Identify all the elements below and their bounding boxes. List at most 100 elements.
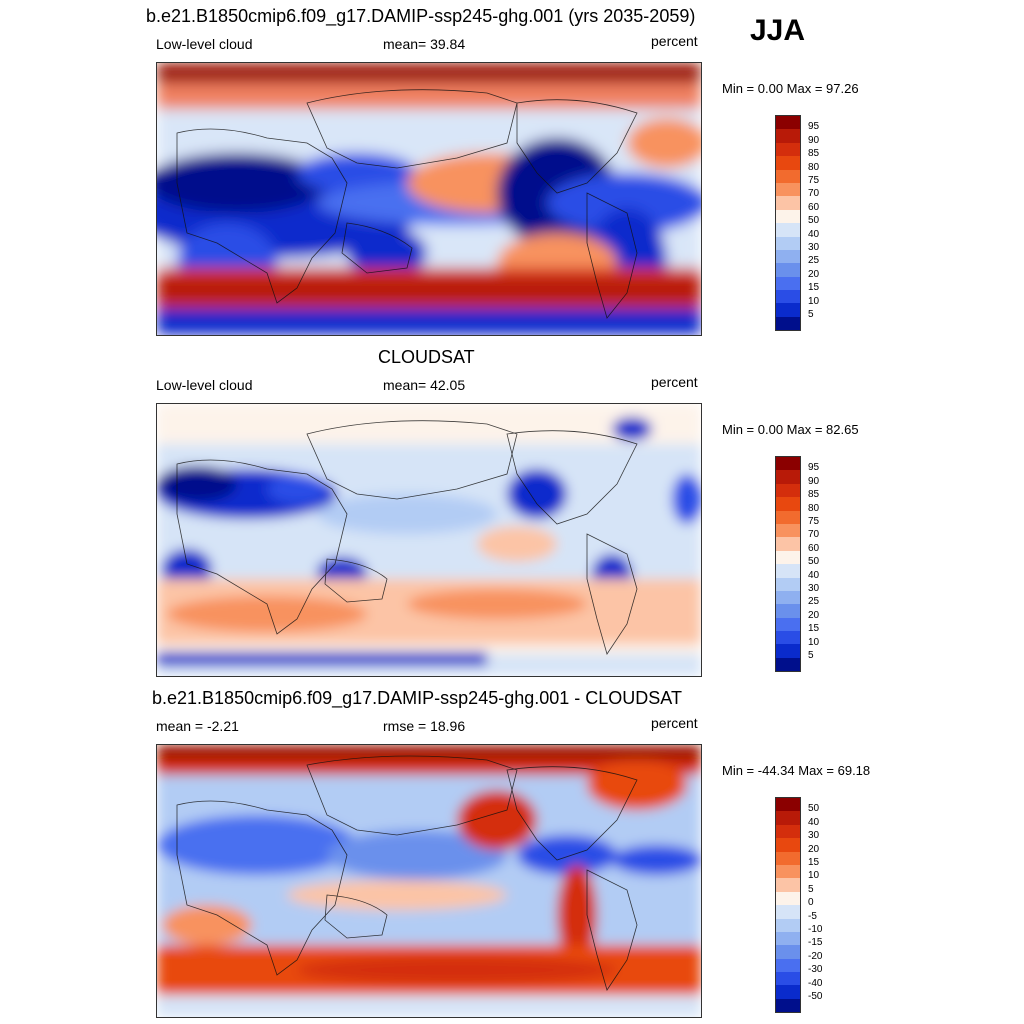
colorbar-label: 70 <box>808 529 820 541</box>
panel1-minmax: Min = 0.00 Max = 97.26 <box>722 81 859 96</box>
panel2-minmax: Min = 0.00 Max = 82.65 <box>722 422 859 437</box>
colorbar-label: 10 <box>808 870 820 882</box>
colorbar-segment <box>776 891 800 906</box>
colorbar-label: 30 <box>808 242 820 253</box>
panel2-variable-label: Low-level cloud <box>156 377 253 393</box>
colorbar-segment <box>776 457 800 471</box>
colorbar-segment <box>776 303 800 317</box>
season-label: JJA <box>750 14 806 47</box>
colorbar-label: 50 <box>808 803 820 815</box>
colorbar-label: 80 <box>808 502 820 514</box>
colorbar-label: 40 <box>808 569 820 581</box>
colorbar-segment <box>776 129 800 143</box>
colorbar-segment <box>776 249 800 264</box>
colorbar-label: 15 <box>808 282 820 294</box>
colorbar-segment <box>776 838 800 852</box>
colorbar-label: 80 <box>808 161 820 173</box>
colorbar-label: 20 <box>808 609 820 621</box>
colorbar-segment <box>776 998 800 1013</box>
colorbar-segment <box>776 263 800 277</box>
panel2-title: CLOUDSAT <box>378 347 475 367</box>
colorbar-label: 10 <box>808 636 820 648</box>
colorbar-segment <box>776 223 800 237</box>
colorbar-label: 40 <box>808 228 820 240</box>
colorbar-label: -5 <box>808 910 817 922</box>
colorbar-label: 75 <box>808 516 820 527</box>
colorbar-segment <box>776 824 800 839</box>
colorbar-label: 90 <box>808 134 820 146</box>
panel1-mean-label: mean= 39.84 <box>383 36 466 52</box>
colorbar-segment <box>776 470 800 484</box>
colorbar-segment <box>776 905 800 919</box>
colorbar-segment <box>776 276 800 291</box>
colorbar-segment <box>776 631 800 645</box>
colorbar-segment <box>776 931 800 946</box>
colorbar-label: 25 <box>808 596 820 608</box>
colorbar-segment <box>776 945 800 959</box>
panel2-mean-label: mean= 42.05 <box>383 377 466 393</box>
colorbar-label: 5 <box>808 309 814 320</box>
colorbar-segment <box>776 209 800 224</box>
colorbar-segment <box>776 523 800 538</box>
colorbar-label: 90 <box>808 475 820 487</box>
colorbar-segment <box>776 156 800 170</box>
panel3-units-label: percent <box>651 715 698 731</box>
colorbar-segment <box>776 497 800 511</box>
colorbar-label: 5 <box>808 883 814 895</box>
colorbar-label: 20 <box>808 268 820 280</box>
colorbar-segment <box>776 604 800 618</box>
colorbar-segment <box>776 116 800 130</box>
colorbar-segment <box>776 798 800 812</box>
colorbar-label: -50 <box>808 991 823 1002</box>
colorbar-segment <box>776 483 800 498</box>
colorbar-segment <box>776 958 800 973</box>
panel3-title: b.e21.B1850cmip6.f09_g17.DAMIP-ssp245-gh… <box>152 688 682 708</box>
colorbar-segment <box>776 316 800 331</box>
panel3-minmax: Min = -44.34 Max = 69.18 <box>722 763 871 778</box>
colorbar-segment <box>776 169 800 183</box>
colorbar-label: 0 <box>808 897 814 909</box>
colorbar-segment <box>776 972 800 986</box>
colorbar-label: -10 <box>808 924 823 935</box>
colorbar-label: 50 <box>808 556 820 568</box>
colorbar-label: 30 <box>808 830 820 842</box>
colorbar-segment <box>776 644 800 658</box>
colorbar-label: 70 <box>808 188 820 200</box>
colorbar-segment <box>776 657 800 672</box>
colorbar-segment <box>776 236 800 250</box>
colorbar-segment <box>776 617 800 632</box>
panel1-title: b.e21.B1850cmip6.f09_g17.DAMIP-ssp245-gh… <box>146 6 696 26</box>
colorbar-label: 30 <box>808 583 820 594</box>
panel3-mean-label: mean = -2.21 <box>156 718 239 734</box>
panel3-map <box>156 744 702 1018</box>
colorbar-label: -30 <box>808 964 823 976</box>
colorbar-segment <box>776 550 800 565</box>
colorbar-label: 60 <box>808 201 820 213</box>
colorbar-segment <box>776 290 800 304</box>
colorbar-label: -20 <box>808 950 823 962</box>
colorbar-segment <box>776 811 800 825</box>
colorbar-label: 75 <box>808 175 820 186</box>
colorbar-label: 10 <box>808 295 820 307</box>
panel2-map <box>156 403 702 677</box>
colorbar-segment <box>776 182 800 197</box>
colorbar-segment <box>776 985 800 999</box>
colorbar-segment <box>776 577 800 591</box>
colorbar-label: 25 <box>808 255 820 267</box>
colorbar-segment <box>776 142 800 157</box>
panel1-units-label: percent <box>651 33 698 49</box>
colorbar-segment <box>776 864 800 879</box>
colorbar-label: 15 <box>808 857 820 868</box>
colorbar-segment <box>776 564 800 578</box>
panel1-map <box>156 62 702 336</box>
colorbar-label: 95 <box>808 121 820 133</box>
panel2-units-label: percent <box>651 374 698 390</box>
colorbar-segment <box>776 878 800 892</box>
colorbar-label: 85 <box>808 148 820 160</box>
colorbar-label: 50 <box>808 215 820 227</box>
colorbar-segment <box>776 196 800 210</box>
colorbar-label: 20 <box>808 843 820 855</box>
colorbar-label: 60 <box>808 542 820 554</box>
colorbar-segment <box>776 510 800 524</box>
panel3-rmse-label: rmse = 18.96 <box>383 718 466 734</box>
